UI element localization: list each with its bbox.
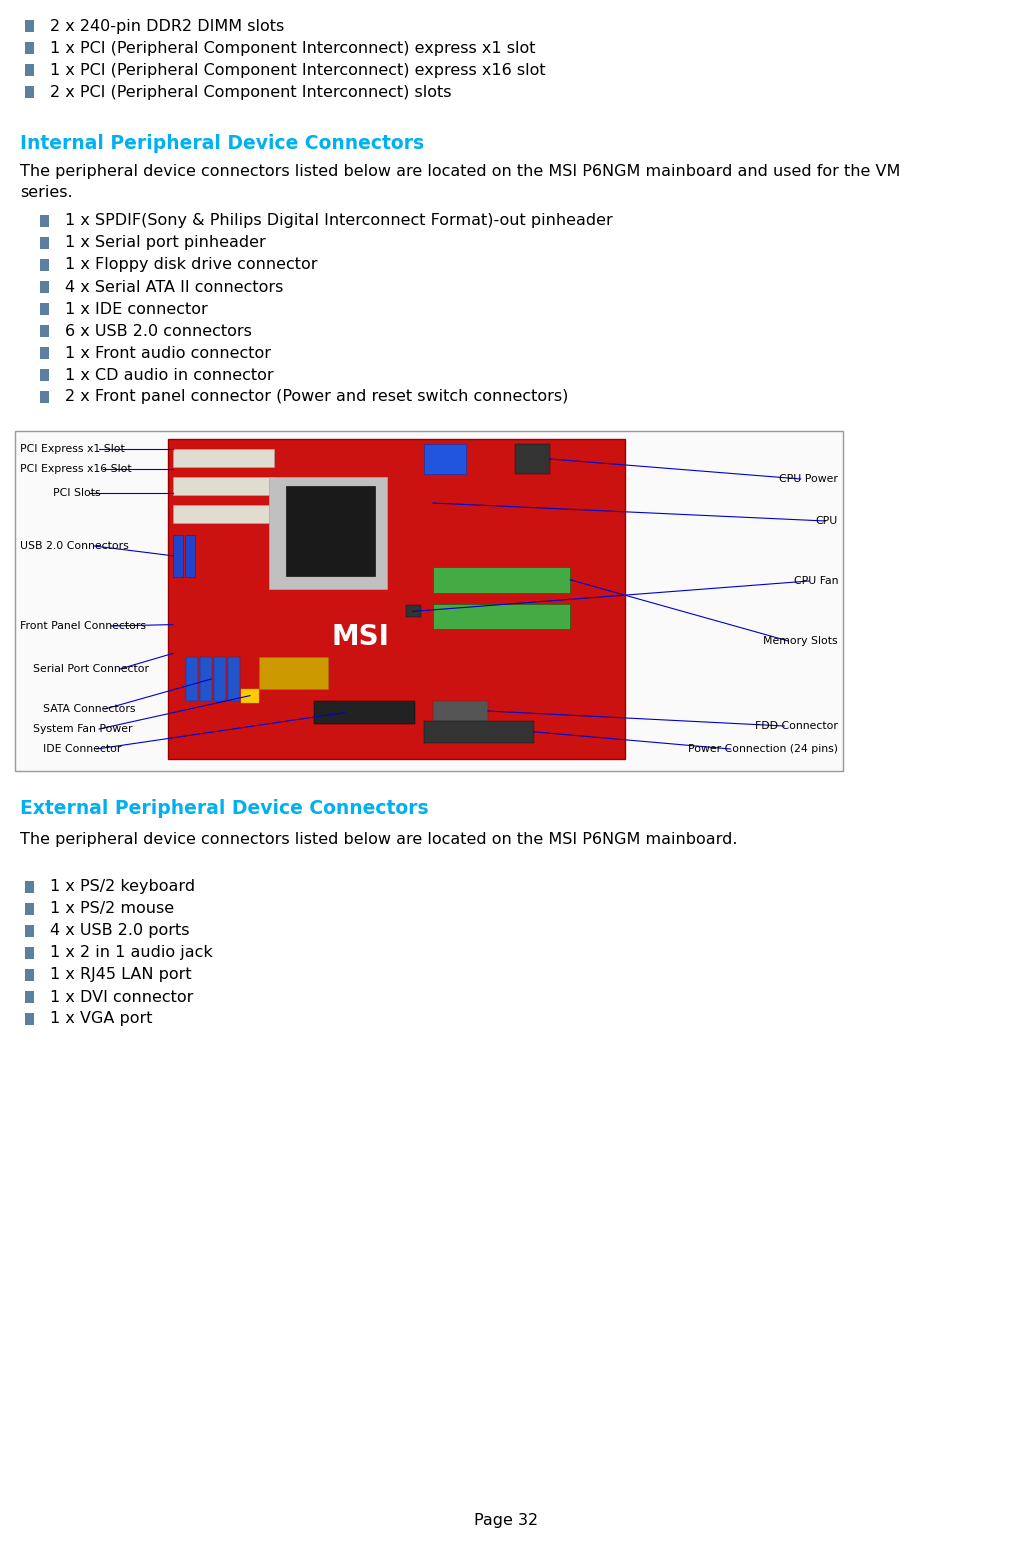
Bar (168, 440, 625, 759)
Bar (423, 444, 466, 474)
Text: PCI Slots: PCI Slots (53, 488, 100, 498)
Bar (25, 20, 34, 32)
Text: 2 x PCI (Peripheral Component Interconnect) slots: 2 x PCI (Peripheral Component Interconne… (50, 85, 452, 99)
Text: The peripheral device connectors listed below are located on the MSI P6NGM mainb: The peripheral device connectors listed … (20, 832, 737, 847)
Bar (186, 657, 199, 702)
Bar (40, 326, 49, 336)
Bar (25, 903, 34, 915)
Text: CPU Power: CPU Power (779, 474, 838, 485)
Text: IDE Connector: IDE Connector (43, 744, 122, 755)
Bar (40, 369, 49, 381)
Bar (241, 688, 259, 702)
Bar (185, 535, 194, 577)
Text: Power Connection (24 pins): Power Connection (24 pins) (688, 744, 838, 755)
Text: 1 x PS/2 keyboard: 1 x PS/2 keyboard (50, 880, 196, 895)
Text: Page 32: Page 32 (474, 1514, 539, 1529)
Bar (25, 924, 34, 937)
Text: Serial Port Connector: Serial Port Connector (33, 663, 149, 674)
Text: 1 x VGA port: 1 x VGA port (50, 1012, 153, 1026)
Bar (259, 657, 328, 688)
Bar (25, 881, 34, 893)
Text: 6 x USB 2.0 connectors: 6 x USB 2.0 connectors (65, 324, 252, 338)
Text: System Fan Power: System Fan Power (33, 724, 133, 734)
Text: 1 x PCI (Peripheral Component Interconnect) express x16 slot: 1 x PCI (Peripheral Component Interconne… (50, 63, 546, 77)
Bar (287, 486, 376, 576)
Text: FDD Connector: FDD Connector (755, 721, 838, 731)
Bar (25, 969, 34, 981)
Bar (434, 603, 570, 630)
Text: series.: series. (20, 185, 73, 201)
Bar (40, 302, 49, 315)
Bar (25, 86, 34, 99)
Bar (15, 430, 843, 772)
Text: CPU: CPU (815, 515, 838, 526)
Bar (423, 721, 534, 744)
Text: 2 x 240-pin DDR2 DIMM slots: 2 x 240-pin DDR2 DIMM slots (50, 19, 285, 34)
Bar (25, 947, 34, 960)
Bar (25, 42, 34, 54)
Text: 1 x RJ45 LAN port: 1 x RJ45 LAN port (50, 967, 191, 983)
Text: USB 2.0 Connectors: USB 2.0 Connectors (20, 542, 129, 551)
Bar (173, 505, 274, 523)
Bar (215, 657, 226, 702)
Text: The peripheral device connectors listed below are located on the MSI P6NGM mainb: The peripheral device connectors listed … (20, 164, 901, 179)
Text: 1 x Front audio connector: 1 x Front audio connector (65, 346, 271, 361)
Bar (314, 702, 414, 724)
Bar (434, 702, 488, 721)
Text: 1 x PCI (Peripheral Component Interconnect) express x1 slot: 1 x PCI (Peripheral Component Interconne… (50, 40, 536, 56)
Text: External Peripheral Device Connectors: External Peripheral Device Connectors (20, 799, 428, 818)
Bar (40, 390, 49, 403)
Bar (40, 214, 49, 227)
Text: 1 x Serial port pinheader: 1 x Serial port pinheader (65, 236, 265, 250)
Bar (201, 657, 213, 702)
Text: MSI: MSI (331, 623, 389, 651)
Text: 1 x IDE connector: 1 x IDE connector (65, 301, 208, 316)
Bar (25, 63, 34, 76)
Bar (268, 477, 387, 589)
Bar (25, 1014, 34, 1025)
Bar (40, 281, 49, 293)
Text: 2 x Front panel connector (Power and reset switch connectors): 2 x Front panel connector (Power and res… (65, 389, 568, 404)
Text: PCI Express x1 Slot: PCI Express x1 Slot (20, 444, 125, 454)
Bar (516, 444, 550, 474)
Text: CPU Fan: CPU Fan (793, 576, 838, 586)
Bar (40, 238, 49, 248)
Text: PCI Express x16 Slot: PCI Express x16 Slot (20, 464, 132, 474)
Bar (40, 347, 49, 360)
Text: Front Panel Connectors: Front Panel Connectors (20, 620, 146, 631)
Text: 1 x Floppy disk drive connector: 1 x Floppy disk drive connector (65, 258, 317, 273)
Bar (173, 477, 274, 495)
Text: Internal Peripheral Device Connectors: Internal Peripheral Device Connectors (20, 134, 424, 153)
Text: 1 x SPDIF(Sony & Philips Digital Interconnect Format)-out pinheader: 1 x SPDIF(Sony & Philips Digital Interco… (65, 213, 613, 228)
Text: 1 x CD audio in connector: 1 x CD audio in connector (65, 367, 274, 383)
Text: 1 x PS/2 mouse: 1 x PS/2 mouse (50, 901, 174, 917)
Bar (228, 657, 240, 702)
Bar (173, 535, 183, 577)
Bar (40, 259, 49, 272)
Text: 1 x 2 in 1 audio jack: 1 x 2 in 1 audio jack (50, 946, 213, 960)
Text: 4 x Serial ATA II connectors: 4 x Serial ATA II connectors (65, 279, 284, 295)
Text: 4 x USB 2.0 ports: 4 x USB 2.0 ports (50, 924, 189, 938)
Text: 1 x DVI connector: 1 x DVI connector (50, 989, 193, 1004)
Text: Memory Slots: Memory Slots (764, 636, 838, 647)
Bar (173, 449, 274, 468)
Bar (405, 605, 420, 617)
Bar (25, 991, 34, 1003)
Text: SATA Connectors: SATA Connectors (43, 704, 136, 714)
Bar (434, 566, 570, 593)
